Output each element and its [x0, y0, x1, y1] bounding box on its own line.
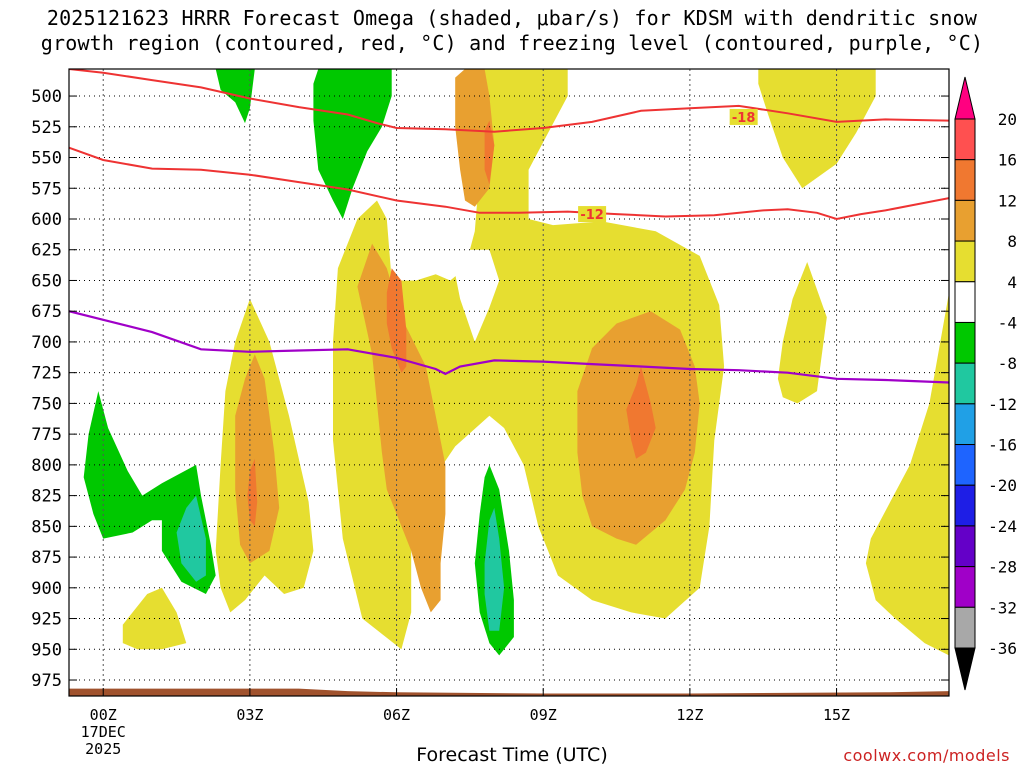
colorbar-label: 12 — [998, 191, 1017, 210]
isotherm--12-line — [69, 146, 949, 221]
y-tick-label: 500 — [31, 87, 62, 107]
y-tick-label: 575 — [31, 179, 62, 199]
y-tick-label: 725 — [31, 364, 62, 384]
y-tick-label: 600 — [31, 210, 62, 230]
chart-title-line-1: 2025121623 HRRR Forecast Omega (shaded, … — [46, 6, 978, 30]
colorbar-label: -16 — [988, 436, 1017, 455]
colorbar-swatch-7 — [954, 403, 976, 446]
colorbar-swatch-9 — [954, 484, 976, 527]
x-tick-year-label: 2025 — [85, 740, 121, 758]
colorbar-label: 20 — [998, 110, 1017, 129]
chart-title: 2025121623 HRRR Forecast Omega (shaded, … — [0, 6, 1024, 56]
colorbar: 20 16 12 8 4 -4 -8 -12 -16 -20 -24 -28 -32 -36 — [954, 76, 1017, 691]
isotherm-label-bg — [729, 108, 758, 125]
plot-frame — [68, 68, 950, 697]
freezing-level-line — [69, 310, 949, 384]
grid-lines — [69, 69, 949, 696]
y-tick-label: 525 — [31, 118, 62, 138]
y-tick-label: 950 — [31, 640, 62, 660]
omega-region-8 — [357, 243, 446, 613]
omega-region-13 — [626, 366, 656, 459]
colorbar-swatch-1 — [954, 159, 976, 201]
chart-title-line-2: growth region (contoured, red, °C) and f… — [40, 31, 984, 55]
x-tick-label: 00Z — [90, 706, 117, 724]
colorbar-bottom-arrow — [954, 647, 976, 691]
omega-region-4 — [777, 262, 827, 404]
colorbar-label: 8 — [1007, 232, 1017, 251]
y-tick-label: 825 — [31, 487, 62, 507]
y-tick-label: 625 — [31, 241, 62, 261]
omega-region-0 — [758, 69, 876, 189]
omega-region-10 — [235, 354, 280, 564]
omega-region-19 — [176, 495, 206, 582]
colorbar-top-arrow — [954, 76, 976, 120]
colorbar-swatch-6 — [954, 362, 976, 405]
colorbar-label: -24 — [988, 517, 1017, 536]
y-tick-label: 925 — [31, 610, 62, 630]
colorbar-swatch-12 — [954, 606, 976, 649]
x-tick-label: 09Z — [530, 706, 557, 724]
x-tick-label: 06Z — [383, 706, 410, 724]
isotherm-label-bg — [578, 206, 607, 223]
y-tick-label: 650 — [31, 271, 62, 291]
y-tick-label: 800 — [31, 456, 62, 476]
y-tick-label: 675 — [31, 302, 62, 322]
contour-lines: -18 -12 — [69, 69, 949, 384]
colorbar-label: -20 — [988, 476, 1017, 495]
colorbar-label: -8 — [998, 354, 1017, 373]
omega-region-5 — [865, 292, 949, 656]
isotherm-label: -18 — [732, 111, 756, 126]
x-tick-label: 03Z — [236, 706, 263, 724]
ground-terrain — [69, 688, 949, 696]
colorbar-label: -28 — [988, 558, 1017, 577]
omega-region-11 — [484, 120, 495, 185]
isotherm-label: -12 — [580, 208, 604, 223]
colorbar-label: -36 — [988, 639, 1017, 658]
y-tick-label: 875 — [31, 548, 62, 568]
colorbar-swatch-0 — [954, 118, 976, 161]
y-tick-label: 550 — [31, 149, 62, 169]
y-tick-label: 750 — [31, 394, 62, 414]
y-tick-label: 775 — [31, 425, 62, 445]
colorbar-swatch-11 — [954, 566, 976, 608]
colorbar-label: -4 — [998, 313, 1017, 332]
colorbar-label: -12 — [988, 395, 1017, 414]
colorbar-swatch-2 — [954, 199, 976, 242]
omega-region-6 — [455, 249, 500, 342]
omega-region-7 — [455, 69, 495, 207]
x-axis-title: Forecast Time (UTC) — [416, 744, 608, 766]
x-tick-label: 12Z — [676, 706, 703, 724]
y-tick-label: 850 — [31, 517, 62, 537]
x-tick-date-label: 17DEC — [81, 723, 126, 741]
colorbar-label: 16 — [998, 151, 1017, 170]
colorbar-label: -32 — [988, 598, 1017, 617]
colorbar-swatch-8 — [954, 444, 976, 486]
colorbar-swatch-4 — [954, 281, 976, 323]
axes: 500 525 550 575 600 625 650 675 700 725 750 775 800 8… — [31, 87, 949, 758]
site-credit: coolwx.com/models — [843, 746, 1010, 765]
y-tick-label: 975 — [31, 671, 62, 691]
y-tick-label: 700 — [31, 333, 62, 353]
isotherm--18-line — [69, 69, 949, 133]
colorbar-swatch-10 — [954, 525, 976, 568]
omega-region-16 — [313, 69, 392, 219]
x-tick-label: 15Z — [823, 706, 850, 724]
colorbar-swatch-3 — [954, 240, 976, 283]
colorbar-swatch-5 — [954, 321, 976, 364]
y-tick-label: 900 — [31, 579, 62, 599]
omega-region-20 — [484, 507, 505, 631]
colorbar-label: 4 — [1007, 273, 1017, 292]
